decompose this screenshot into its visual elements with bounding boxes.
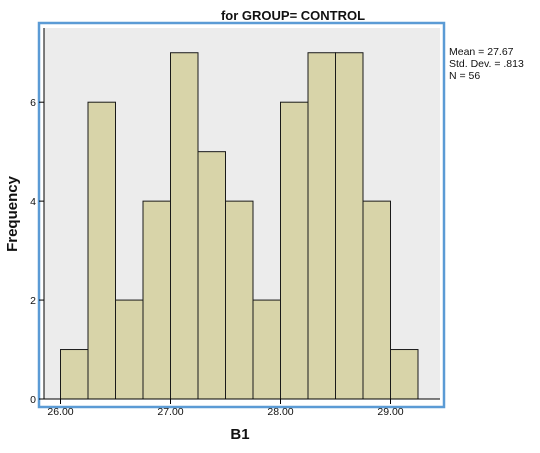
histogram-bar-10 [307,52,336,400]
stat-n: N = 56 [449,70,480,82]
y-tick-label-0: 0 [30,394,36,406]
histogram-bar-4 [142,200,171,400]
histogram-bar-5 [170,52,199,400]
histogram-bar-6 [197,151,226,400]
stat-std-dev: Std. Dev. = .813 [449,58,524,70]
histogram-bar-13 [390,349,419,400]
x-tick-label-2: 28.00 [267,406,293,418]
selection-frame[interactable] [37,21,446,409]
histogram-bar-7 [225,200,254,400]
stat-mean: Mean = 27.67 [449,46,514,58]
y-tick-label-3: 6 [30,97,36,109]
histogram-bar-9 [280,101,309,400]
y-axis-ticks: 0 2 4 6 [30,97,44,406]
histogram-bar-2 [87,101,116,400]
histogram-bar-3 [115,299,144,400]
x-axis-ticks: 26.00 27.00 28.00 29.00 [47,399,404,418]
histogram-bar-1 [60,349,89,400]
chart-title: for GROUP= CONTROL [221,8,365,23]
statistics-box: Mean = 27.67 Std. Dev. = .813 N = 56 [449,46,524,82]
y-tick-label-2: 4 [30,196,36,208]
x-axis-label: B1 [230,426,249,443]
y-axis-label: Frequency [4,175,21,252]
bars-group [60,52,419,400]
x-tick-label-1: 27.00 [157,406,183,418]
histogram-bar-11 [335,52,364,400]
histogram-bar-8 [252,299,281,400]
y-tick-label-1: 2 [30,295,36,307]
histogram-bar-12 [362,200,391,400]
x-tick-label-3: 29.00 [377,406,403,418]
x-tick-label-0: 26.00 [47,406,73,418]
